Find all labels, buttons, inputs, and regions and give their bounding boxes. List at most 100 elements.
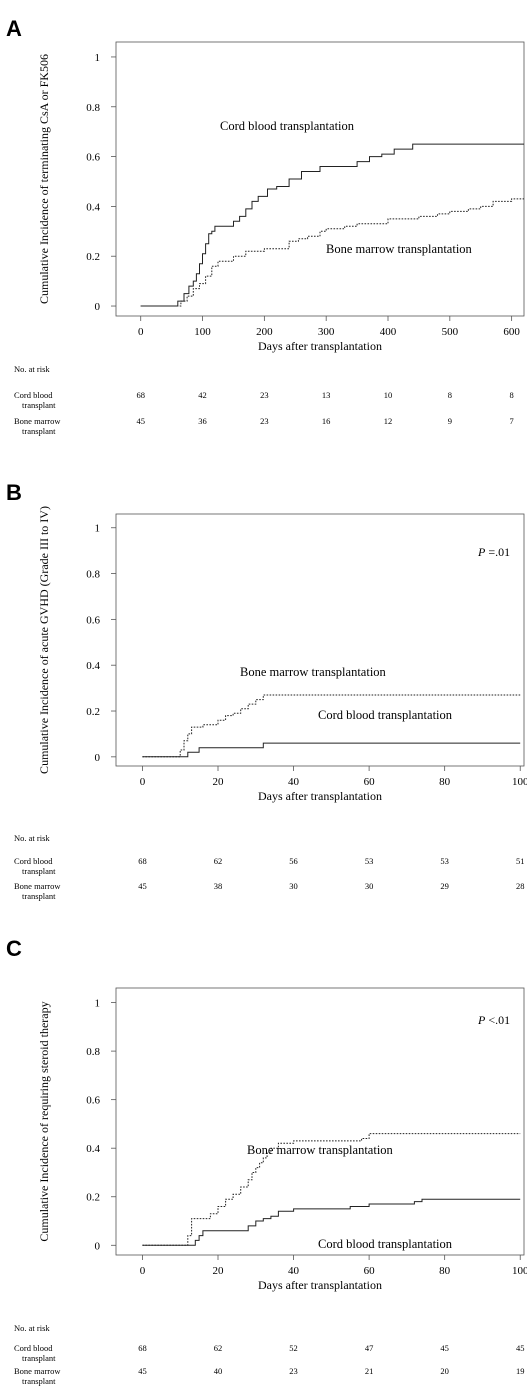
x-tick-label: 0 <box>140 1265 146 1277</box>
y-tick-label: 0 <box>95 301 101 313</box>
series-label: Cord blood transplantation <box>318 1237 453 1251</box>
x-tick-label: 100 <box>194 326 211 338</box>
risk-row-label: Cord blood <box>14 390 53 400</box>
x-tick-label: 0 <box>140 776 146 788</box>
y-tick-label: 0.2 <box>86 251 100 263</box>
risk-value: 68 <box>136 390 145 400</box>
risk-row-label: transplant <box>22 1376 56 1386</box>
risk-row-label: transplant <box>22 426 56 436</box>
series-line-cord-blood <box>140 143 524 307</box>
x-tick-label: 40 <box>288 776 300 788</box>
risk-value: 45 <box>138 1366 147 1376</box>
x-tick-label: 600 <box>503 326 520 338</box>
series-label: Cord blood transplantation <box>220 119 355 133</box>
y-tick-label: 1 <box>95 52 101 64</box>
risk-value: 45 <box>136 416 145 426</box>
panel-letter: C <box>6 936 22 961</box>
series-label: Bone marrow transplantation <box>247 1143 394 1157</box>
plot-frame <box>115 41 525 317</box>
risk-value: 23 <box>260 390 269 400</box>
x-tick-label: 80 <box>439 776 451 788</box>
y-tick-label: 0 <box>95 1240 101 1252</box>
risk-value: 13 <box>322 390 331 400</box>
risk-value: 62 <box>214 856 223 866</box>
x-axis-title: Days after transplantation <box>258 789 382 803</box>
p-value-label: P <.01 <box>477 1013 510 1027</box>
series-line-cord-blood <box>142 742 521 758</box>
risk-row-label: transplant <box>22 400 56 410</box>
panel-c: C 0 0.2 0.4 0.6 0.8 1 0 20 40 60 80 100 Days after t… <box>0 930 527 1388</box>
risk-value: 45 <box>138 881 147 891</box>
y-tick-label: 0.8 <box>86 569 100 581</box>
series-label: Cord blood transplantation <box>318 708 453 722</box>
x-tick-label: 80 <box>439 1265 451 1277</box>
y-tick-label: 0 <box>95 752 101 764</box>
series-line-bone-marrow <box>142 694 521 758</box>
series-line-bone-marrow <box>140 198 524 307</box>
x-tick-label: 400 <box>380 326 397 338</box>
risk-value: 45 <box>516 1343 525 1353</box>
y-axis-title: Cumulative Incidence of requiring steroi… <box>37 1001 51 1241</box>
risk-row-label: Cord blood <box>14 856 53 866</box>
risk-row-label: transplant <box>22 891 56 901</box>
y-tick-label: 0.8 <box>86 102 100 114</box>
y-tick-label: 0.4 <box>86 1143 100 1155</box>
risk-value: 62 <box>214 1343 223 1353</box>
y-tick-label: 1 <box>95 998 101 1010</box>
risk-value: 16 <box>322 416 331 426</box>
risk-table-header: No. at risk <box>14 833 50 843</box>
plot-frame <box>115 987 525 1256</box>
risk-row-label: transplant <box>22 1353 56 1363</box>
series-line-cord-blood <box>142 1198 521 1246</box>
y-tick-label: 0.4 <box>86 660 100 672</box>
y-tick-label: 1 <box>95 523 101 535</box>
x-tick-label: 200 <box>256 326 273 338</box>
risk-row-label: transplant <box>22 866 56 876</box>
x-tick-label: 20 <box>213 776 225 788</box>
risk-value: 8 <box>510 390 514 400</box>
plot-frame <box>115 513 525 767</box>
x-tick-label: 100 <box>512 776 527 788</box>
x-axis-title: Days after transplantation <box>258 339 382 353</box>
x-tick-label: 500 <box>442 326 459 338</box>
risk-value: 53 <box>440 856 449 866</box>
risk-value: 21 <box>365 1366 374 1376</box>
p-value-label: P =.01 <box>477 545 510 559</box>
y-tick-label: 0.4 <box>86 201 100 213</box>
risk-value: 12 <box>384 416 393 426</box>
risk-value: 47 <box>365 1343 374 1353</box>
y-axis-title: Cumulative Incidence of acute GVHD (Grad… <box>37 506 51 774</box>
risk-value: 23 <box>260 416 269 426</box>
series-label: Bone marrow transplantation <box>326 242 473 256</box>
risk-row-label: Bone marrow <box>14 416 61 426</box>
series-label: Bone marrow transplantation <box>240 665 387 679</box>
x-tick-label: 100 <box>512 1265 527 1277</box>
risk-table-header: No. at risk <box>14 364 50 374</box>
risk-value: 19 <box>516 1366 525 1376</box>
chart-b: 0 0.2 0.4 0.6 0.8 1 0 20 40 60 80 100 Days after tra… <box>14 506 527 901</box>
risk-value: 53 <box>365 856 374 866</box>
risk-value: 38 <box>214 881 223 891</box>
risk-value: 7 <box>510 416 514 426</box>
risk-value: 20 <box>440 1366 449 1376</box>
risk-value: 68 <box>138 1343 147 1353</box>
panel-a: A 0 0.2 0.4 0.6 0.8 1 0 100 200 300 400 500 600 Days … <box>0 0 527 440</box>
y-tick-label: 0.8 <box>86 1046 100 1058</box>
risk-value: 30 <box>289 881 298 891</box>
series-line-bone-marrow <box>142 1133 521 1246</box>
x-tick-label: 0 <box>138 326 144 338</box>
y-tick-label: 0.6 <box>86 1095 100 1107</box>
risk-value: 23 <box>289 1366 298 1376</box>
risk-value: 52 <box>289 1343 298 1353</box>
x-tick-label: 20 <box>213 1265 225 1277</box>
chart-c: 0 0.2 0.4 0.6 0.8 1 0 20 40 60 80 100 Days after tra… <box>14 987 527 1386</box>
panel-letter: A <box>6 16 22 41</box>
y-tick-label: 0.6 <box>86 614 100 626</box>
y-tick-label: 0.2 <box>86 706 100 718</box>
risk-value: 8 <box>448 390 452 400</box>
risk-row-label: Bone marrow <box>14 1366 61 1376</box>
x-tick-label: 60 <box>364 1265 376 1277</box>
risk-value: 36 <box>198 416 207 426</box>
risk-row-label: Bone marrow <box>14 881 61 891</box>
